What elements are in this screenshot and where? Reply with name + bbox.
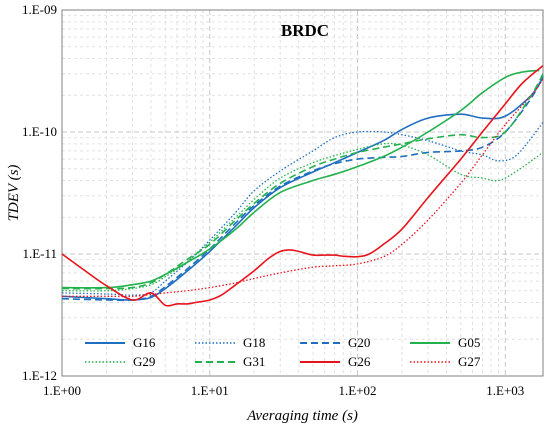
tick-labels: 1.E+00 1.E+01 1.E+02 1.E+03 1.E-12 1.E-11 1.E-… <box>22 2 524 398</box>
legend-label-g27: G27 <box>458 354 481 369</box>
x-tick-label: 1.E+02 <box>339 383 377 398</box>
y-axis-title: TDEV (s) <box>6 165 22 222</box>
series-line-g31 <box>61 73 544 290</box>
legend-label-g20: G20 <box>348 335 370 350</box>
y-tick-label: 1.E-09 <box>22 2 57 17</box>
series-line-g05 <box>61 69 540 289</box>
legend-label-g31: G31 <box>243 354 265 369</box>
legend-label-g05: G05 <box>458 335 480 350</box>
plot-area <box>61 9 544 377</box>
y-tick-label: 1.E-12 <box>22 368 57 383</box>
x-tick-label: 1.E+03 <box>486 383 524 398</box>
series-line-g16 <box>61 76 544 301</box>
x-tick-label: 1.E+01 <box>191 383 229 398</box>
y-tick-label: 1.E-10 <box>22 124 57 139</box>
grid-lines <box>61 9 543 377</box>
series-layer <box>61 64 544 307</box>
y-tick-label: 1.E-11 <box>22 246 57 261</box>
legend-label-g26: G26 <box>348 354 371 369</box>
x-axis-title: Averaging time (s) <box>246 408 358 424</box>
legend-label-g18: G18 <box>243 335 265 350</box>
legend-label-g16: G16 <box>133 335 156 350</box>
series-line-g27 <box>61 79 544 298</box>
series-line-g20 <box>61 75 544 302</box>
legend: G16 G18 G20 G05 G29 G31 G26 G27 <box>85 335 481 369</box>
series-line-g18 <box>61 121 544 296</box>
series-line-g26 <box>61 64 544 307</box>
x-tick-label: 1.E+00 <box>43 383 81 398</box>
chart-title: BRDC <box>281 21 329 40</box>
legend-label-g29: G29 <box>133 354 155 369</box>
